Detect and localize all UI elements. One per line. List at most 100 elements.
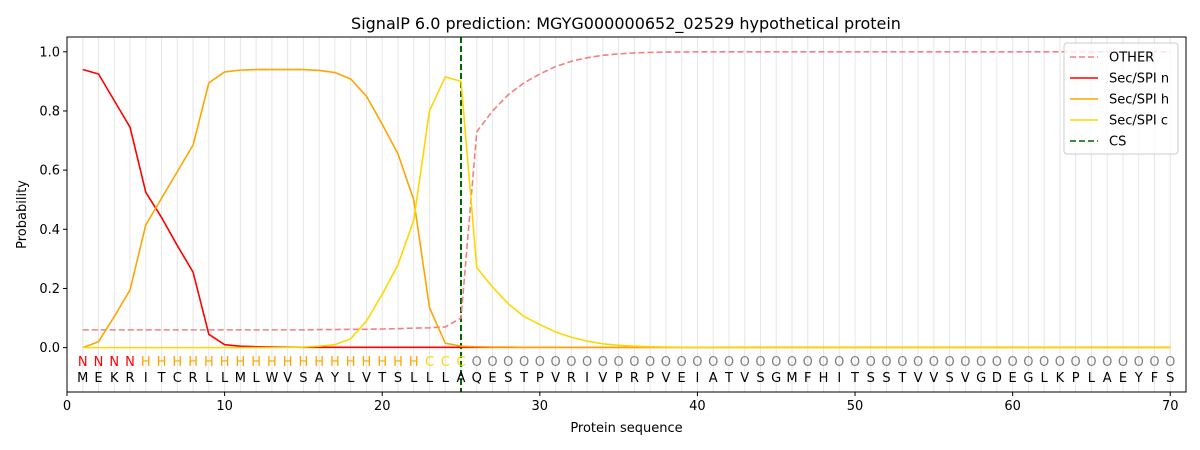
residue-label: I: [585, 371, 589, 386]
residue-label: S: [945, 371, 953, 386]
residue-label: G: [976, 371, 986, 386]
legend-label: Sec/SPI h: [1109, 93, 1169, 108]
region-label: H: [283, 355, 293, 370]
residue-label: M: [235, 371, 246, 386]
region-label: H: [251, 355, 261, 370]
residue-label: E: [1009, 371, 1017, 386]
residue-label: S: [394, 371, 402, 386]
y-tick-label: 0.2: [39, 282, 60, 297]
residue-label: E: [94, 371, 102, 386]
region-label: O: [503, 355, 513, 370]
residue-label: A: [709, 371, 718, 386]
residue-label: Y: [1134, 371, 1143, 386]
region-label: N: [78, 355, 88, 370]
residue-label: Y: [330, 371, 339, 386]
residue-label: E: [678, 371, 686, 386]
residue-label: V: [661, 371, 670, 386]
legend-label: OTHER: [1109, 51, 1154, 66]
residue-label: Q: [472, 371, 482, 386]
region-label: O: [535, 355, 545, 370]
legend-label: Sec/SPI n: [1109, 72, 1169, 87]
region-label: H: [377, 355, 387, 370]
region-label: O: [661, 355, 671, 370]
residue-label: P: [615, 371, 623, 386]
region-label: C: [456, 355, 465, 370]
residue-label: V: [551, 371, 560, 386]
residue-label: W: [265, 371, 278, 386]
grid-lines: [82, 37, 1171, 392]
region-label: O: [740, 355, 750, 370]
residue-label: F: [1151, 371, 1158, 386]
plot-area: [66, 36, 1187, 393]
residue-label: K: [1056, 371, 1065, 386]
legend-box: [1063, 42, 1179, 155]
residue-label: M: [786, 371, 797, 386]
residue-label: H: [819, 371, 829, 386]
residue-label: L: [410, 371, 418, 386]
region-label: O: [1118, 355, 1128, 370]
region-label: O: [708, 355, 718, 370]
residue-label: V: [598, 371, 607, 386]
residue-label: T: [519, 371, 528, 386]
region-label: O: [803, 355, 813, 370]
residue-label: S: [867, 371, 875, 386]
residue-label: E: [1119, 371, 1127, 386]
region-label: O: [598, 355, 608, 370]
y-tick-label: 0.6: [39, 164, 60, 179]
residue-label: R: [126, 371, 135, 386]
residue-label: S: [882, 371, 890, 386]
residue-label: T: [897, 371, 906, 386]
region-label: H: [141, 355, 151, 370]
region-label: O: [960, 355, 970, 370]
region-label: O: [866, 355, 876, 370]
series-sec-spi-h: [82, 68, 1171, 349]
residue-label: A: [1103, 371, 1112, 386]
residue-label: V: [283, 371, 292, 386]
residue-label: G: [771, 371, 781, 386]
residue-label: M: [77, 371, 88, 386]
region-label: O: [1086, 355, 1096, 370]
residue-label: S: [756, 371, 764, 386]
residue-label: A: [457, 371, 466, 386]
region-label: O: [550, 355, 560, 370]
region-label: O: [582, 355, 592, 370]
residue-label: V: [362, 371, 371, 386]
region-label: O: [929, 355, 939, 370]
region-label: H: [299, 355, 309, 370]
region-label: H: [220, 355, 230, 370]
series-sec-spi-n: [82, 68, 1171, 349]
residue-label: A: [315, 371, 324, 386]
region-label: O: [629, 355, 639, 370]
residue-label: S: [504, 371, 512, 386]
region-label: H: [362, 355, 372, 370]
residue-label: I: [837, 371, 841, 386]
region-label: C: [425, 355, 434, 370]
region-label: O: [472, 355, 482, 370]
region-label: O: [1102, 355, 1112, 370]
residue-label: T: [157, 371, 166, 386]
residue-label: V: [740, 371, 749, 386]
x-axis-ticks: 0 10 20 30 40 50 60 70: [63, 392, 1179, 414]
region-label: H: [393, 355, 403, 370]
region-label: O: [881, 355, 891, 370]
residue-label: E: [488, 371, 496, 386]
region-label: O: [677, 355, 687, 370]
region-label: O: [645, 355, 655, 370]
region-label: N: [125, 355, 135, 370]
residue-label: S: [1166, 371, 1174, 386]
residue-label: R: [189, 371, 198, 386]
y-axis-label: Probability: [15, 180, 30, 249]
region-label: H: [204, 355, 214, 370]
region-label: N: [109, 355, 119, 370]
residue-label: V: [961, 371, 970, 386]
residue-label: L: [1088, 371, 1096, 386]
residue-label: L: [253, 371, 261, 386]
residue-label: T: [850, 371, 859, 386]
residue-label: V: [914, 371, 923, 386]
region-label: O: [614, 355, 624, 370]
region-label: H: [409, 355, 419, 370]
region-label: O: [755, 355, 765, 370]
residue-label: R: [567, 371, 576, 386]
y-tick-label: 0.0: [39, 341, 60, 356]
